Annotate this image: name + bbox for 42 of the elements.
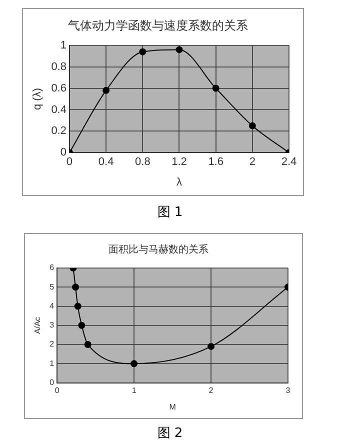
point	[74, 302, 82, 310]
y-tick-label: 0.4	[51, 104, 66, 116]
x-tick-label: 0.4	[98, 156, 114, 168]
point	[248, 122, 256, 130]
line-series	[69, 46, 289, 153]
y-tick-label: 1	[60, 39, 66, 52]
x-axis-title: λ	[176, 176, 182, 188]
y-tick-label: 0.6	[51, 82, 66, 94]
caption: 图 2	[156, 425, 184, 442]
y-tick-label: 5	[50, 282, 55, 292]
point	[130, 360, 138, 368]
x-tick-label: 2	[208, 386, 214, 395]
chart-title: 气体动力学函数与速度系数的关系	[68, 18, 248, 32]
y-axis-title: A/Ac	[33, 316, 42, 334]
x-tick-label: 2.4	[281, 156, 297, 168]
y-tick-label: 3	[50, 320, 55, 330]
point	[84, 341, 92, 348]
x-tick-label: 1.2	[172, 156, 187, 168]
point	[176, 46, 183, 54]
x-tick-label: 1.6	[208, 156, 224, 168]
x-tick-label: 1	[132, 386, 137, 395]
y-tick-label: 0.8	[51, 60, 66, 73]
y-tick-label: 1	[50, 358, 55, 368]
y-tick-label: 0	[50, 378, 55, 388]
y-tick-label: 6	[50, 263, 55, 272]
y-tick-label: 0	[60, 146, 66, 159]
y-axis-title: q (λ)	[32, 88, 44, 110]
x-tick-label: 3	[286, 386, 291, 395]
x-tick-label: 0.8	[135, 156, 150, 168]
point	[212, 84, 220, 92]
x-tick-label: 2	[249, 156, 256, 168]
point	[208, 342, 215, 350]
x-axis-title: M	[169, 402, 176, 412]
chart-title: 面积比与马赫数的关系	[108, 244, 208, 256]
y-tick-label: 0.2	[51, 125, 66, 138]
y-tick-label: 4	[50, 301, 55, 310]
point	[102, 86, 110, 94]
point	[139, 48, 146, 56]
y-tick-label: 2	[50, 340, 55, 349]
point	[78, 322, 86, 329]
point	[72, 284, 80, 291]
caption: 图 1	[156, 204, 184, 221]
